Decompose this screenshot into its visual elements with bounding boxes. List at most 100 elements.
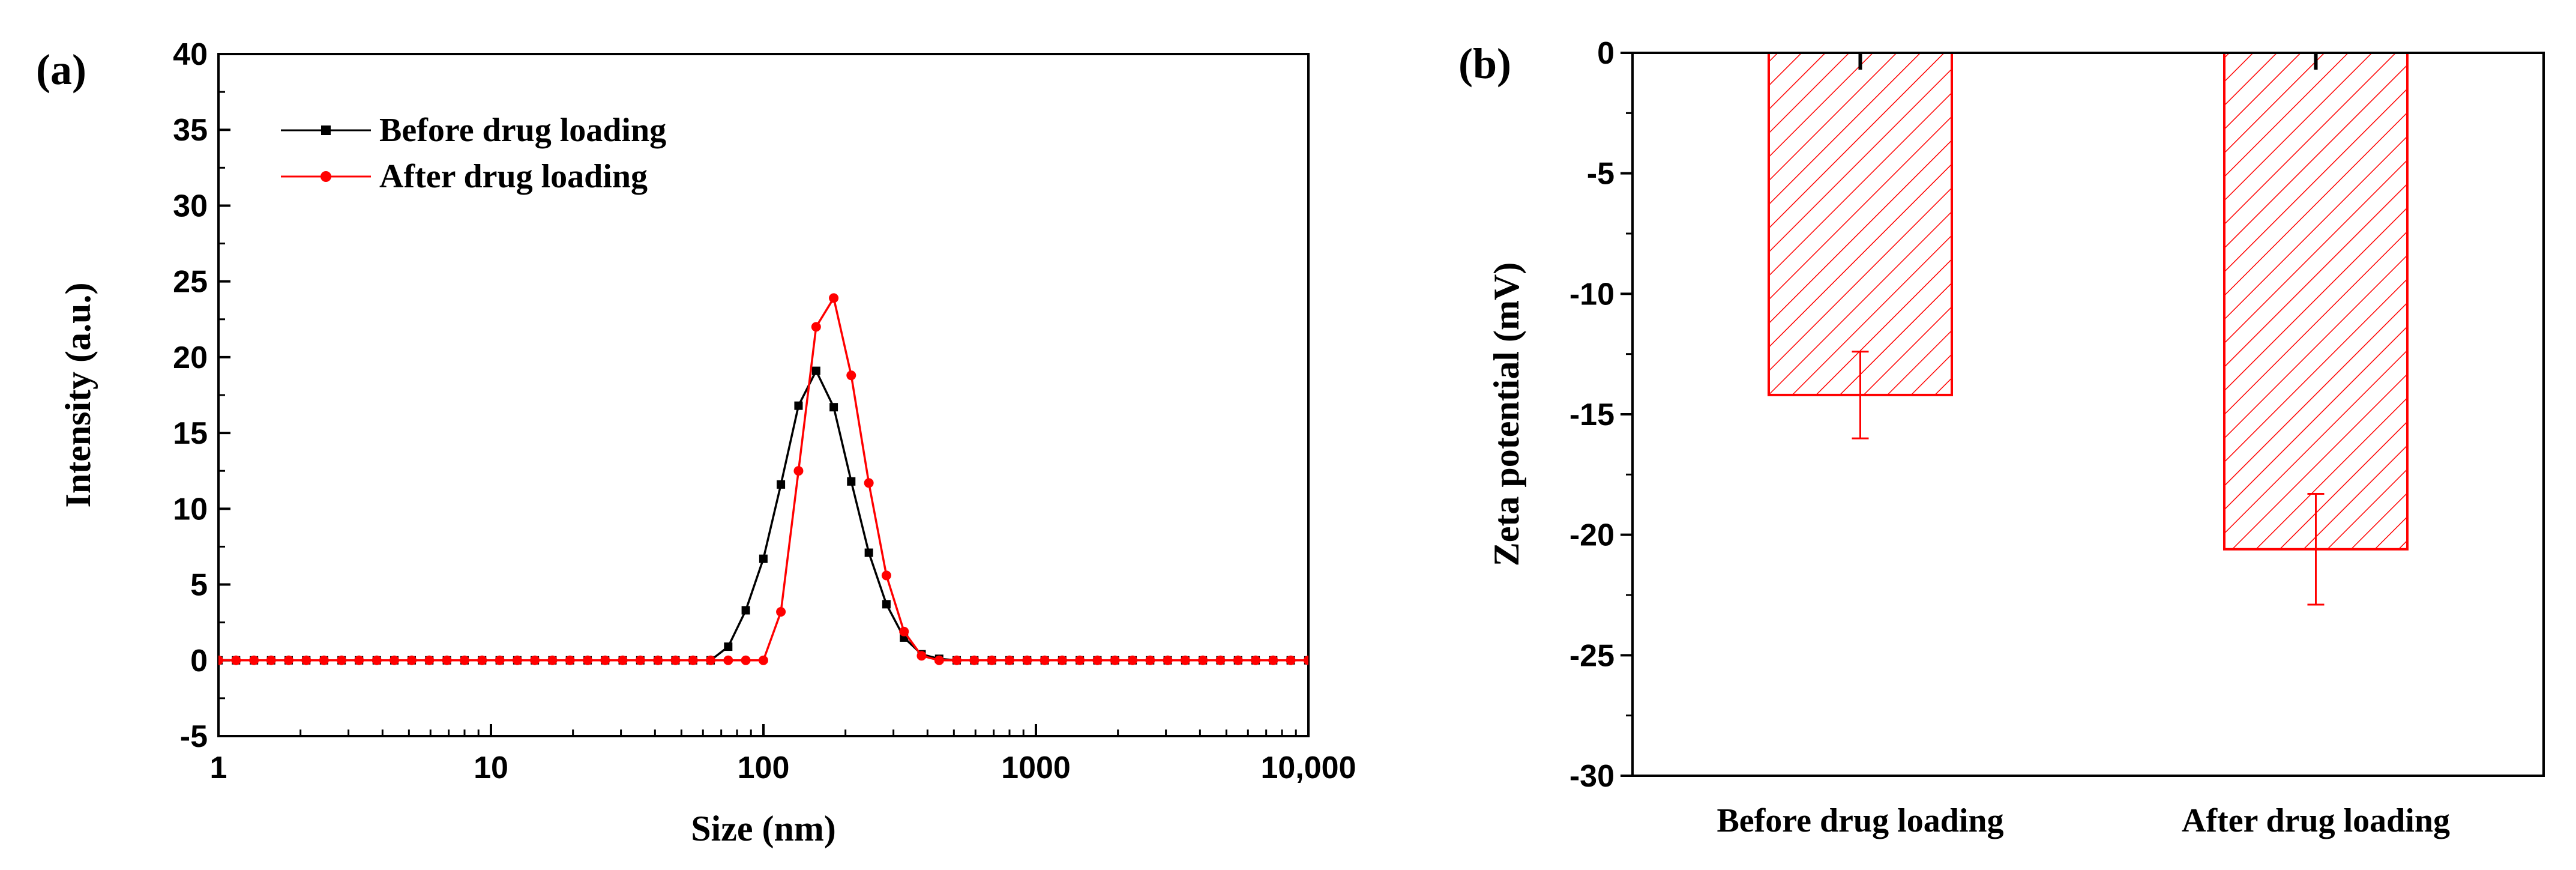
data-point-after xyxy=(266,655,276,665)
data-point-before xyxy=(724,642,733,651)
data-point-after xyxy=(1110,655,1120,665)
y-tick-label: 25 xyxy=(173,265,208,300)
panel-b-label: (b) xyxy=(1458,40,1511,88)
data-point-after xyxy=(1163,655,1173,665)
data-point-after xyxy=(249,655,259,665)
bar xyxy=(1768,52,1953,396)
data-point-after xyxy=(407,655,417,665)
data-point-before xyxy=(847,477,856,486)
data-point-after xyxy=(706,655,716,665)
panel-a-series xyxy=(218,293,1308,665)
data-point-after xyxy=(899,626,909,636)
x-category-label: Before drug loading xyxy=(1717,802,2003,839)
data-point-after xyxy=(1303,655,1308,665)
data-point-before xyxy=(777,480,786,489)
data-point-after xyxy=(723,655,733,665)
data-point-after xyxy=(776,606,786,617)
data-point-after xyxy=(618,655,628,665)
data-point-after xyxy=(1215,655,1226,665)
data-point-after xyxy=(1251,655,1261,665)
y-tick-label: -30 xyxy=(1569,759,1615,794)
data-point-before xyxy=(811,366,820,375)
data-point-after xyxy=(635,655,645,665)
data-point-after xyxy=(583,655,593,665)
data-point-after xyxy=(565,655,575,665)
legend-before-marker xyxy=(321,125,331,135)
panel-b-y-axis-title: Zeta potential (mV) xyxy=(1487,262,1526,567)
data-point-after xyxy=(653,655,663,665)
data-point-after xyxy=(846,370,856,381)
data-point-after xyxy=(916,651,927,661)
data-point-after xyxy=(881,570,891,581)
x-tick-label: 1000 xyxy=(1001,751,1071,785)
y-tick-label: -15 xyxy=(1569,397,1615,432)
y-tick-label: 0 xyxy=(1597,36,1615,71)
data-point-after xyxy=(460,655,470,665)
data-point-after xyxy=(758,655,768,665)
data-point-after xyxy=(811,322,821,332)
y-tick-label: -25 xyxy=(1569,638,1615,673)
data-point-after xyxy=(688,655,698,665)
data-point-after xyxy=(1198,655,1208,665)
data-point-after xyxy=(319,655,329,665)
legend-before-label: Before drug loading xyxy=(379,112,666,149)
y-tick-label: 15 xyxy=(173,416,208,451)
panel-a-label: (a) xyxy=(36,46,86,94)
data-point-before xyxy=(741,606,750,615)
data-point-after xyxy=(337,655,347,665)
legend-after-marker xyxy=(320,171,331,182)
data-point-after xyxy=(442,655,452,665)
bar xyxy=(2223,52,2409,551)
y-tick-label: 35 xyxy=(173,113,208,148)
panel-a-x-axis: 1 10 100 1000 10,000 xyxy=(210,724,1356,785)
panel-a-legend: Before drug loading After drug loading xyxy=(281,112,666,195)
y-tick-label: -20 xyxy=(1569,518,1615,553)
y-tick-label: 5 xyxy=(190,568,208,603)
panel-a-plot-frame xyxy=(217,53,1310,737)
data-point-after xyxy=(495,655,505,665)
data-point-after xyxy=(218,655,223,665)
data-point-after xyxy=(1145,655,1155,665)
y-tick-label: -10 xyxy=(1569,277,1615,312)
legend-after-label: After drug loading xyxy=(379,158,648,195)
y-tick-label: 10 xyxy=(173,492,208,527)
data-point-after xyxy=(952,655,962,665)
y-tick-label: 20 xyxy=(173,340,208,375)
panel-b-y-axis: 0 -5 -10 -15 -20 -25 -30 xyxy=(1569,36,1633,794)
data-point-after xyxy=(530,655,540,665)
panel-a-y-axis-title: Intensity (a.u.) xyxy=(58,282,98,507)
data-point-after xyxy=(354,655,364,665)
data-point-before xyxy=(882,600,891,609)
data-point-after xyxy=(372,655,382,665)
data-point-after xyxy=(829,293,839,303)
data-point-after xyxy=(1128,655,1138,665)
data-point-after xyxy=(477,655,487,665)
x-tick-label: 1 xyxy=(210,751,227,785)
y-tick-label: -5 xyxy=(180,719,208,754)
data-point-before xyxy=(829,403,838,412)
data-point-after xyxy=(670,655,681,665)
data-point-before xyxy=(864,548,873,557)
panel-b-bar-chart: (b) 0 -5 -10 -15 -20 -25 -30 Before drug loadi… xyxy=(1458,36,2545,839)
data-point-after xyxy=(934,655,944,665)
data-point-after xyxy=(1005,655,1015,665)
y-tick-label: 30 xyxy=(173,189,208,223)
panel-b-bars xyxy=(1768,52,2409,606)
x-tick-label: 100 xyxy=(738,751,790,785)
data-point-after xyxy=(231,655,241,665)
x-category-label: After drug loading xyxy=(2182,802,2450,839)
data-point-after xyxy=(987,655,997,665)
panel-a-x-axis-title: Size (nm) xyxy=(691,809,836,848)
data-point-after xyxy=(969,655,980,665)
data-point-after xyxy=(547,655,558,665)
data-point-after xyxy=(283,655,293,665)
data-point-after xyxy=(793,466,804,476)
series-before-line xyxy=(218,368,1308,662)
data-point-after xyxy=(301,655,311,665)
data-point-after xyxy=(600,655,610,665)
data-point-after xyxy=(1075,655,1085,665)
data-point-after xyxy=(424,655,435,665)
panel-b-x-axis: Before drug loading After drug loading xyxy=(1717,802,2450,839)
series-after-line xyxy=(218,295,1308,662)
data-point-after xyxy=(741,655,751,665)
